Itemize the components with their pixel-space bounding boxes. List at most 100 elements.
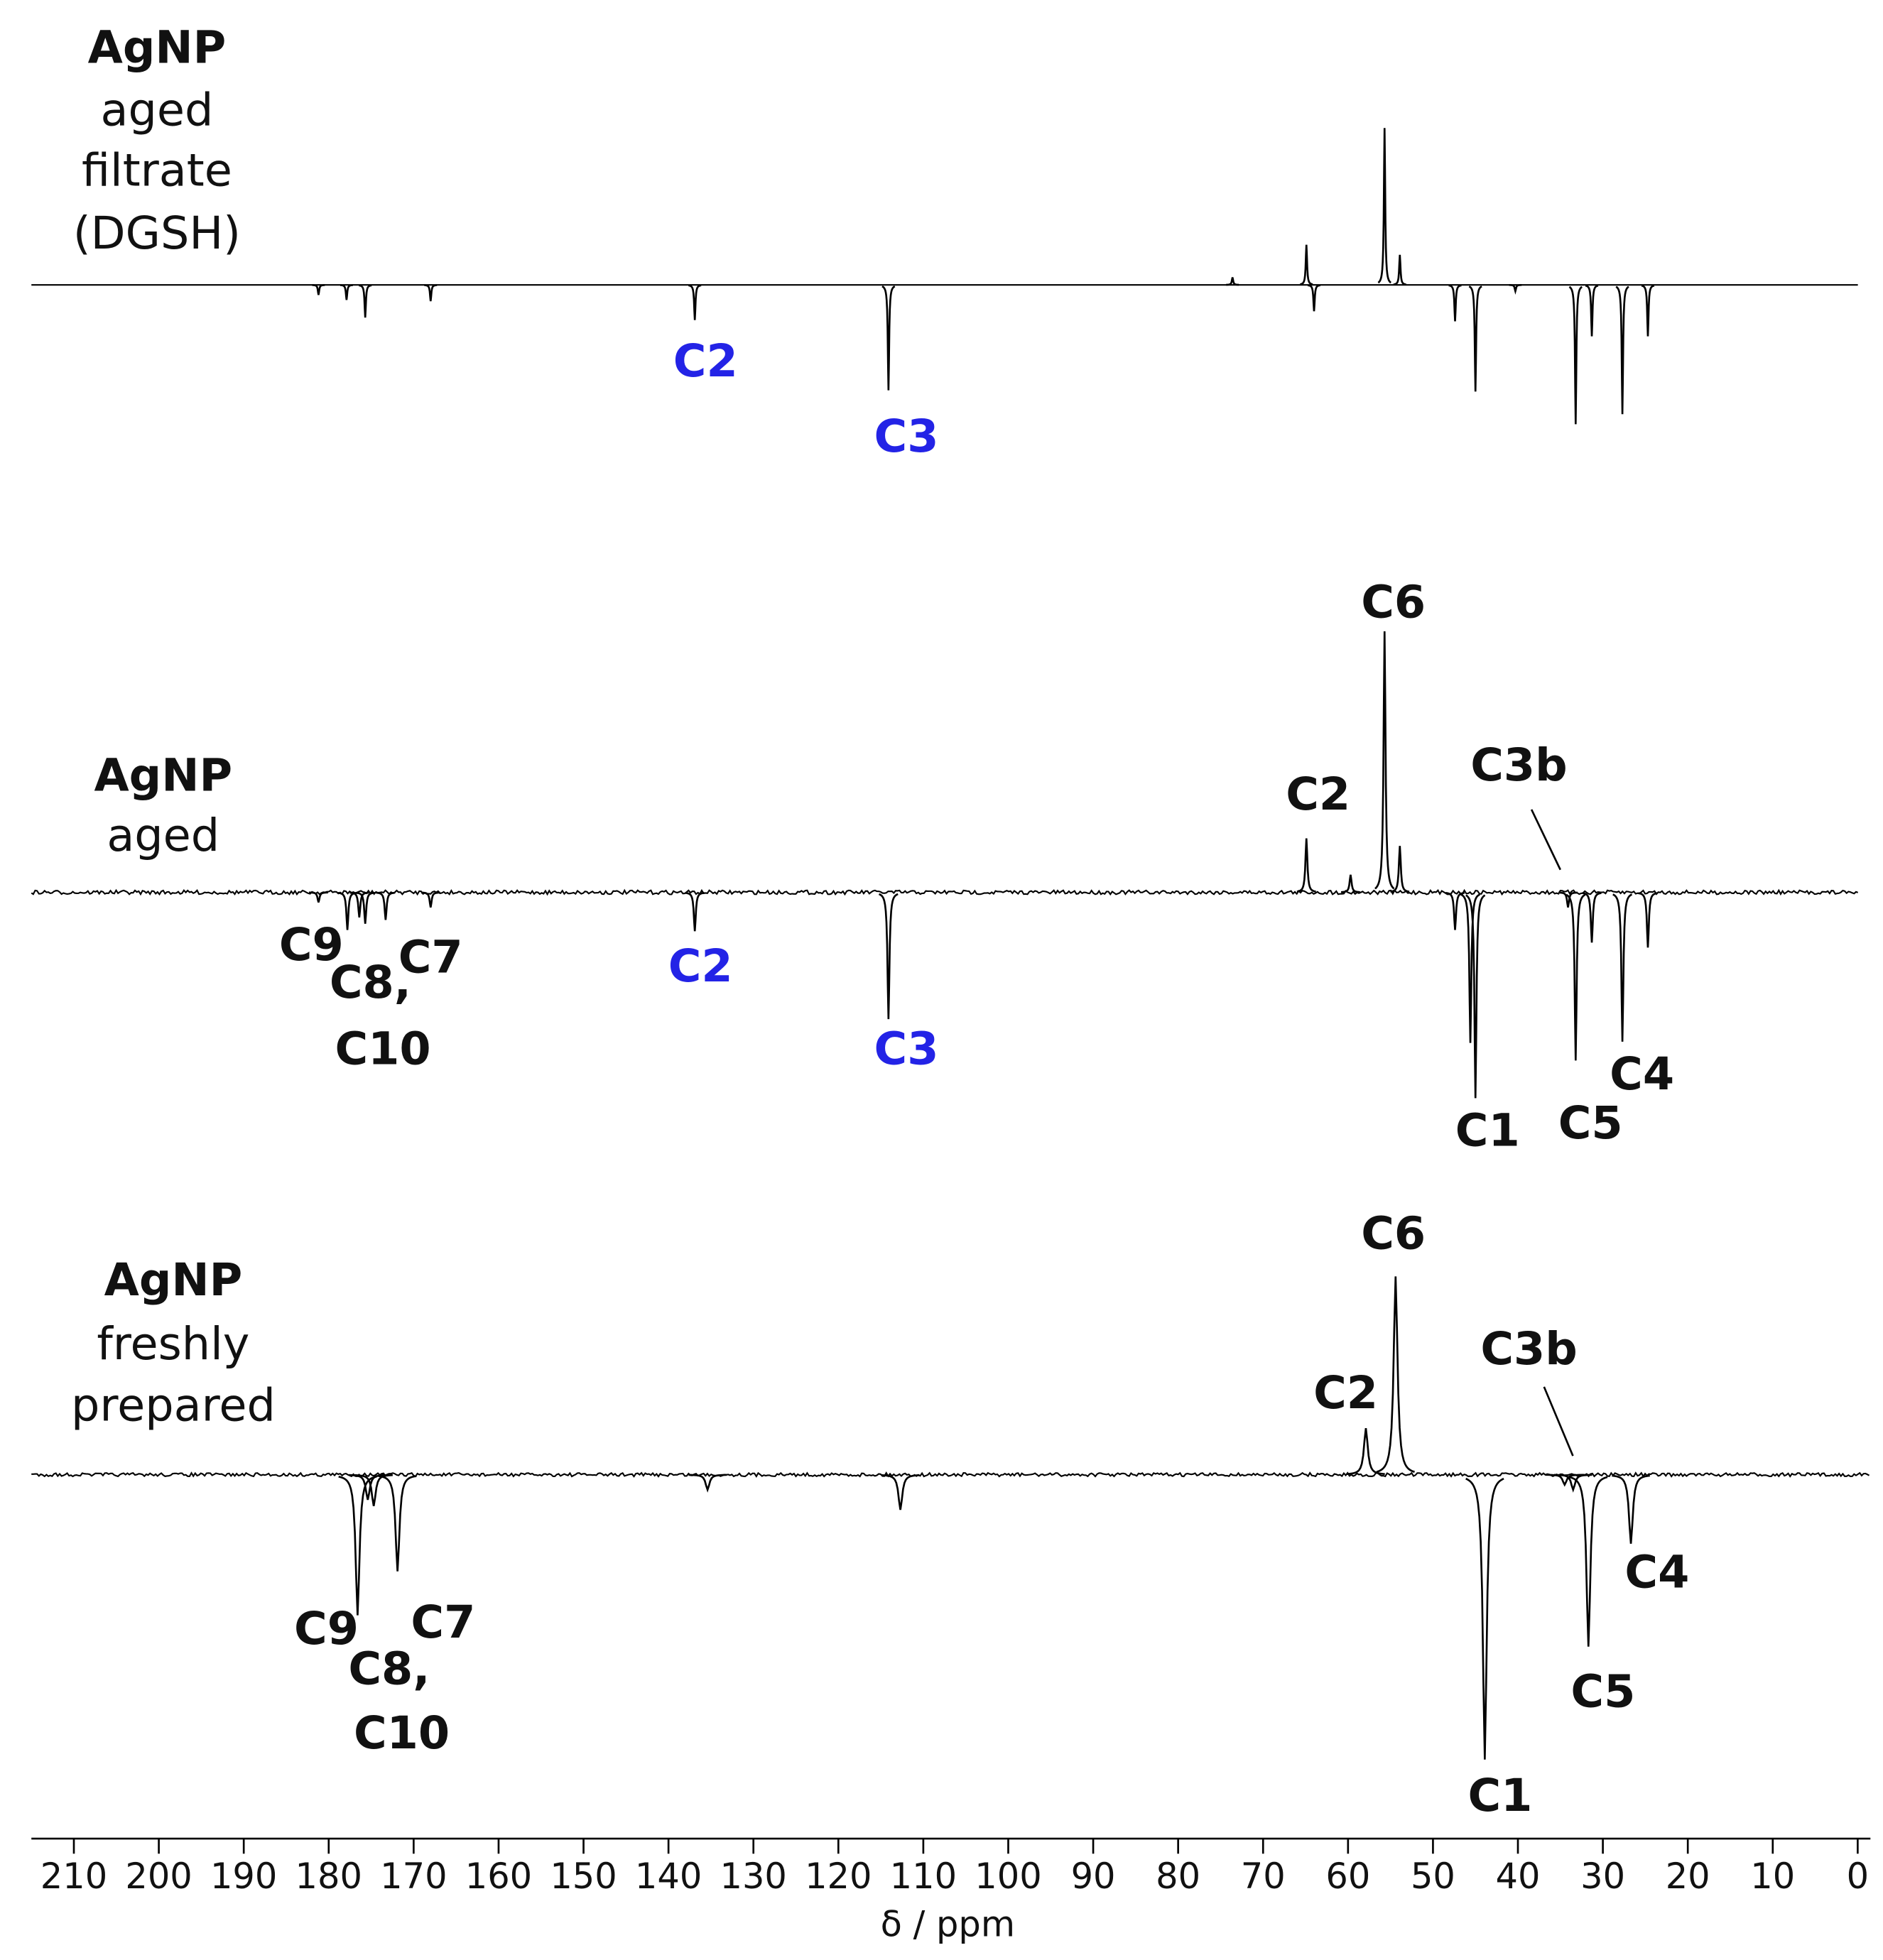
peak bbox=[1582, 892, 1602, 943]
x-tick-label: 10 bbox=[1750, 1856, 1795, 1897]
peak bbox=[1374, 631, 1395, 890]
peak bbox=[1445, 891, 1465, 930]
leader-line bbox=[1543, 1386, 1574, 1457]
spectrum-title: AgNP bbox=[104, 1254, 243, 1307]
peak bbox=[378, 1475, 417, 1572]
peak bbox=[312, 284, 325, 295]
peak-label: C10 bbox=[335, 1023, 430, 1076]
peak bbox=[1226, 277, 1239, 286]
x-tick-label: 180 bbox=[295, 1856, 362, 1897]
x-tick-label: 130 bbox=[720, 1856, 786, 1897]
peak bbox=[688, 1474, 727, 1493]
x-tick-label: 210 bbox=[40, 1856, 107, 1897]
peak bbox=[309, 891, 328, 903]
peak-label: C3 bbox=[874, 1023, 939, 1076]
leader-line bbox=[1530, 809, 1561, 871]
peak-label: C10 bbox=[354, 1707, 450, 1760]
peak-label: C9 bbox=[294, 1603, 359, 1655]
peak bbox=[1558, 891, 1578, 908]
peak-label: C8, bbox=[348, 1643, 430, 1696]
peak-label: C1 bbox=[1455, 1104, 1520, 1157]
peak bbox=[1296, 838, 1316, 893]
spectrum-title: AgNP bbox=[88, 21, 227, 74]
peak bbox=[1638, 892, 1658, 948]
peak bbox=[1448, 284, 1462, 322]
peak bbox=[1509, 283, 1522, 295]
x-tick-label: 160 bbox=[465, 1856, 532, 1897]
x-tick-label: 60 bbox=[1325, 1856, 1370, 1897]
peak-label: C4 bbox=[1624, 1547, 1689, 1599]
peak bbox=[420, 891, 440, 908]
x-tick-label: 200 bbox=[125, 1856, 192, 1897]
peak bbox=[1307, 284, 1321, 312]
spectrum-title: (DGSH) bbox=[73, 207, 241, 260]
peak bbox=[338, 1476, 377, 1616]
peak bbox=[359, 284, 372, 318]
peak bbox=[1300, 244, 1313, 285]
peak bbox=[1465, 1477, 1504, 1760]
peak bbox=[1546, 1474, 1584, 1487]
x-tick-label: 70 bbox=[1241, 1856, 1286, 1897]
peak-label: C6 bbox=[1361, 576, 1426, 628]
x-tick-label: 0 bbox=[1847, 1856, 1869, 1897]
peak bbox=[1569, 1476, 1608, 1647]
peak-label: C3b bbox=[1480, 1323, 1577, 1376]
baseline bbox=[31, 888, 1858, 896]
peak bbox=[881, 285, 896, 391]
peak bbox=[424, 284, 438, 302]
peak-label: C2 bbox=[1313, 1367, 1378, 1420]
peak-label: C9 bbox=[279, 919, 344, 971]
x-axis-label: δ / ppm bbox=[881, 1903, 1015, 1944]
peak bbox=[376, 891, 396, 920]
x-tick-label: 120 bbox=[805, 1856, 872, 1897]
peak bbox=[1641, 284, 1655, 337]
peak-label: C5 bbox=[1558, 1097, 1623, 1150]
x-tick-label: 90 bbox=[1071, 1856, 1116, 1897]
spectrum-title: freshly bbox=[97, 1318, 249, 1371]
peak bbox=[1553, 1474, 1592, 1493]
peak-label: C5 bbox=[1570, 1665, 1635, 1718]
peak bbox=[349, 891, 369, 918]
peak bbox=[1377, 128, 1391, 284]
peak-label: C2 bbox=[673, 335, 738, 388]
peak bbox=[688, 284, 702, 320]
x-tick-label: 40 bbox=[1496, 1856, 1541, 1897]
peak bbox=[881, 1474, 920, 1510]
peak bbox=[1376, 1276, 1415, 1473]
baseline bbox=[31, 1471, 1870, 1478]
peak bbox=[355, 891, 375, 924]
x-tick-label: 30 bbox=[1580, 1856, 1625, 1897]
x-tick-label: 110 bbox=[890, 1856, 957, 1897]
peak bbox=[1465, 894, 1486, 1099]
peak-label: C4 bbox=[1610, 1048, 1674, 1101]
peak bbox=[1393, 254, 1406, 285]
peak-label: C3b bbox=[1470, 739, 1567, 792]
peak bbox=[1585, 284, 1599, 337]
peak bbox=[1612, 1474, 1650, 1544]
peak bbox=[1612, 893, 1633, 1042]
peak-label: C8, bbox=[330, 957, 411, 1009]
peak bbox=[1390, 846, 1410, 893]
peak-label: C6 bbox=[1361, 1207, 1426, 1260]
spectrum-title: aged bbox=[100, 85, 213, 137]
peak bbox=[1340, 874, 1360, 893]
peak-label: C2 bbox=[1286, 768, 1350, 821]
x-tick-label: 50 bbox=[1411, 1856, 1455, 1897]
peak bbox=[1565, 893, 1586, 1061]
peak bbox=[1568, 285, 1583, 425]
x-tick-label: 20 bbox=[1666, 1856, 1710, 1897]
x-tick-label: 170 bbox=[380, 1856, 447, 1897]
x-tick-label: 150 bbox=[550, 1856, 617, 1897]
peak bbox=[1468, 285, 1482, 392]
peak-label: C7 bbox=[411, 1596, 475, 1649]
peak-label: C1 bbox=[1467, 1770, 1532, 1822]
x-tick-label: 100 bbox=[975, 1856, 1041, 1897]
peak bbox=[1615, 285, 1629, 415]
peak-label: C2 bbox=[668, 940, 733, 993]
peak-label: C3 bbox=[874, 410, 939, 463]
peak bbox=[878, 893, 899, 1020]
spectrum-title: AgNP bbox=[94, 749, 232, 802]
peak bbox=[685, 891, 705, 932]
